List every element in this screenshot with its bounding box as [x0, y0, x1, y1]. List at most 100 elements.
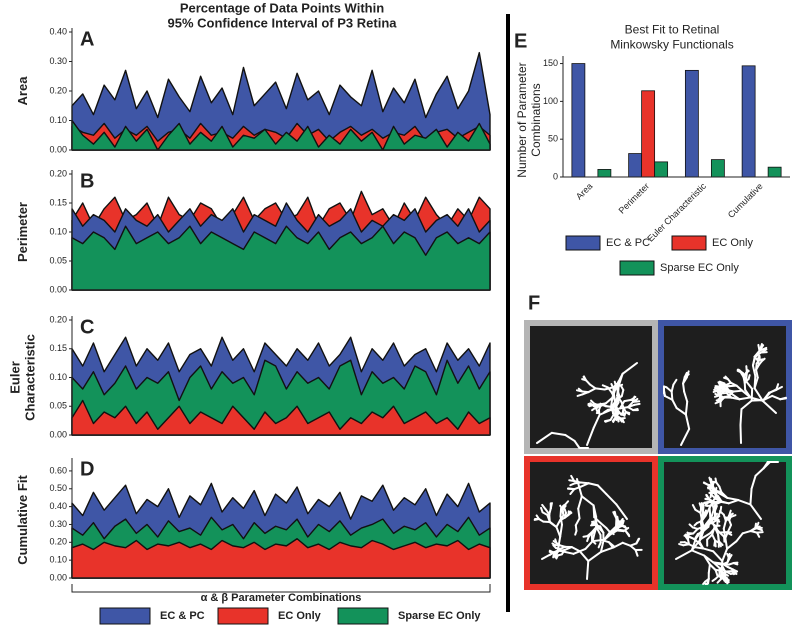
network-branch	[775, 383, 780, 391]
legend-swatch	[565, 235, 601, 251]
y-tick-label: 0.00	[49, 429, 67, 439]
network	[536, 362, 641, 449]
network-branch	[728, 554, 733, 560]
legend-swatch	[99, 607, 151, 625]
network-branch	[617, 372, 624, 387]
y-tick-label: 0.15	[49, 197, 67, 207]
network-branch	[555, 554, 559, 560]
network-branch	[701, 525, 710, 533]
y-tick-label: 0.05	[49, 401, 67, 411]
network-branch	[707, 517, 712, 528]
y-tick-label: 100	[543, 96, 558, 106]
network-branch	[728, 512, 734, 517]
network-branch	[680, 427, 691, 446]
network-branch	[698, 502, 703, 509]
network-branch	[576, 478, 583, 498]
network-branch	[714, 505, 718, 512]
network-branch	[725, 531, 733, 536]
x-tick-label: Perimeter	[617, 181, 652, 216]
bar	[684, 69, 699, 178]
network-branch	[708, 506, 712, 520]
network-branch	[624, 410, 631, 416]
network-branch	[717, 495, 723, 503]
network-branch	[626, 400, 634, 409]
network-branch	[730, 396, 741, 401]
panel-letter: B	[80, 170, 94, 192]
network-branch	[744, 370, 750, 375]
network-branch	[760, 357, 766, 363]
network-branch	[718, 510, 725, 516]
panel-letter: E	[514, 30, 527, 52]
network-branch	[592, 413, 601, 430]
network-branch	[749, 396, 764, 402]
network-branch	[709, 492, 713, 499]
network-branch	[615, 413, 619, 418]
network-branch	[621, 411, 626, 416]
network-branch	[744, 371, 748, 383]
network-branch	[663, 385, 668, 389]
network-branch	[607, 541, 614, 548]
network-branch	[616, 384, 620, 397]
network-branch	[595, 526, 602, 537]
network-branch	[568, 479, 576, 482]
y-axis-label-line: Area	[15, 76, 30, 106]
network-branch	[699, 511, 703, 522]
network-branch	[723, 376, 729, 381]
network-branch	[616, 528, 627, 532]
network-branch	[586, 560, 590, 580]
network-branch	[590, 399, 596, 405]
y-tick-label: 0.15	[49, 343, 67, 353]
network-branch	[599, 539, 605, 553]
network-branch	[707, 563, 711, 574]
network-branch	[715, 392, 722, 398]
network-branch	[714, 539, 722, 545]
network-branch	[767, 388, 778, 394]
network-branch	[682, 382, 686, 393]
panel-letter: D	[80, 458, 94, 480]
network-branch	[563, 508, 568, 515]
network-branch	[616, 394, 623, 403]
network-branch	[702, 547, 715, 553]
network-branch	[665, 386, 673, 393]
network-branch	[621, 541, 632, 547]
network-branch	[690, 549, 706, 557]
network-branch	[720, 491, 729, 499]
y-tick-label: 0.40	[49, 501, 67, 511]
y-tick-label: 50	[548, 134, 558, 144]
network-branch	[602, 531, 611, 542]
network-branch	[682, 376, 686, 385]
network-branch	[684, 535, 690, 541]
network-branch	[536, 431, 553, 444]
x-tick-label: Euler Characteristic	[645, 181, 708, 244]
network-branch	[713, 388, 720, 392]
network-branch	[741, 530, 752, 535]
network-branch	[753, 387, 764, 402]
network-branch	[608, 531, 615, 536]
network-branch	[629, 544, 637, 552]
network-branch	[698, 540, 705, 550]
y-tick-label: 0.10	[49, 555, 67, 565]
network-branch	[726, 496, 740, 502]
network-branch	[714, 489, 723, 494]
network-branch	[559, 507, 563, 518]
network-branch	[753, 376, 759, 390]
network-branch	[548, 549, 555, 554]
network-branch	[544, 508, 551, 516]
image-frame	[524, 320, 658, 454]
network-branch	[620, 519, 624, 527]
network-branch	[760, 348, 768, 354]
network-branch	[623, 398, 633, 403]
network-branch	[577, 507, 581, 520]
network-branch	[739, 424, 742, 444]
network-branch	[584, 540, 594, 550]
network-branch	[704, 497, 711, 501]
network-branch	[710, 478, 717, 498]
y-tick-label: 0	[553, 171, 558, 181]
network-branch	[582, 375, 588, 382]
network-branch	[596, 484, 608, 496]
y-axis-label-line: Combinations	[529, 83, 543, 156]
network-branch	[712, 508, 717, 515]
network-branch	[609, 413, 615, 421]
y-tick-label: 0.60	[49, 465, 67, 475]
network-branch	[708, 495, 717, 509]
